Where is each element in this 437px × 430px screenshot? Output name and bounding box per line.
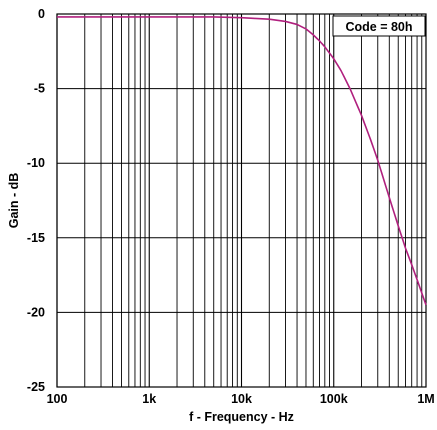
y-tick-label: -20 bbox=[27, 305, 45, 319]
x-tick-label: 1M bbox=[417, 392, 434, 406]
annotation-layer: Code = 80h bbox=[332, 15, 426, 37]
y-tick-label: -15 bbox=[27, 231, 45, 245]
annotation-text: Code = 80h bbox=[345, 20, 412, 34]
y-tick-label: -25 bbox=[27, 380, 45, 394]
series-layer bbox=[57, 16, 427, 306]
y-tick-label: -10 bbox=[27, 156, 45, 170]
x-tick-label: 10k bbox=[231, 392, 252, 406]
x-tick-label: 100k bbox=[320, 392, 348, 406]
y-axis-label: Gain - dB bbox=[7, 173, 21, 229]
grid bbox=[56, 13, 426, 388]
y-tick-label: 0 bbox=[38, 7, 45, 21]
x-axis-label: f - Frequency - Hz bbox=[189, 410, 294, 424]
series-line bbox=[57, 16, 427, 306]
x-tick-label: 100 bbox=[47, 392, 68, 406]
annotation-box bbox=[332, 15, 426, 37]
plot-frame bbox=[56, 13, 427, 388]
y-tick-label: -5 bbox=[34, 82, 45, 96]
x-tick-label: 1k bbox=[142, 392, 156, 406]
